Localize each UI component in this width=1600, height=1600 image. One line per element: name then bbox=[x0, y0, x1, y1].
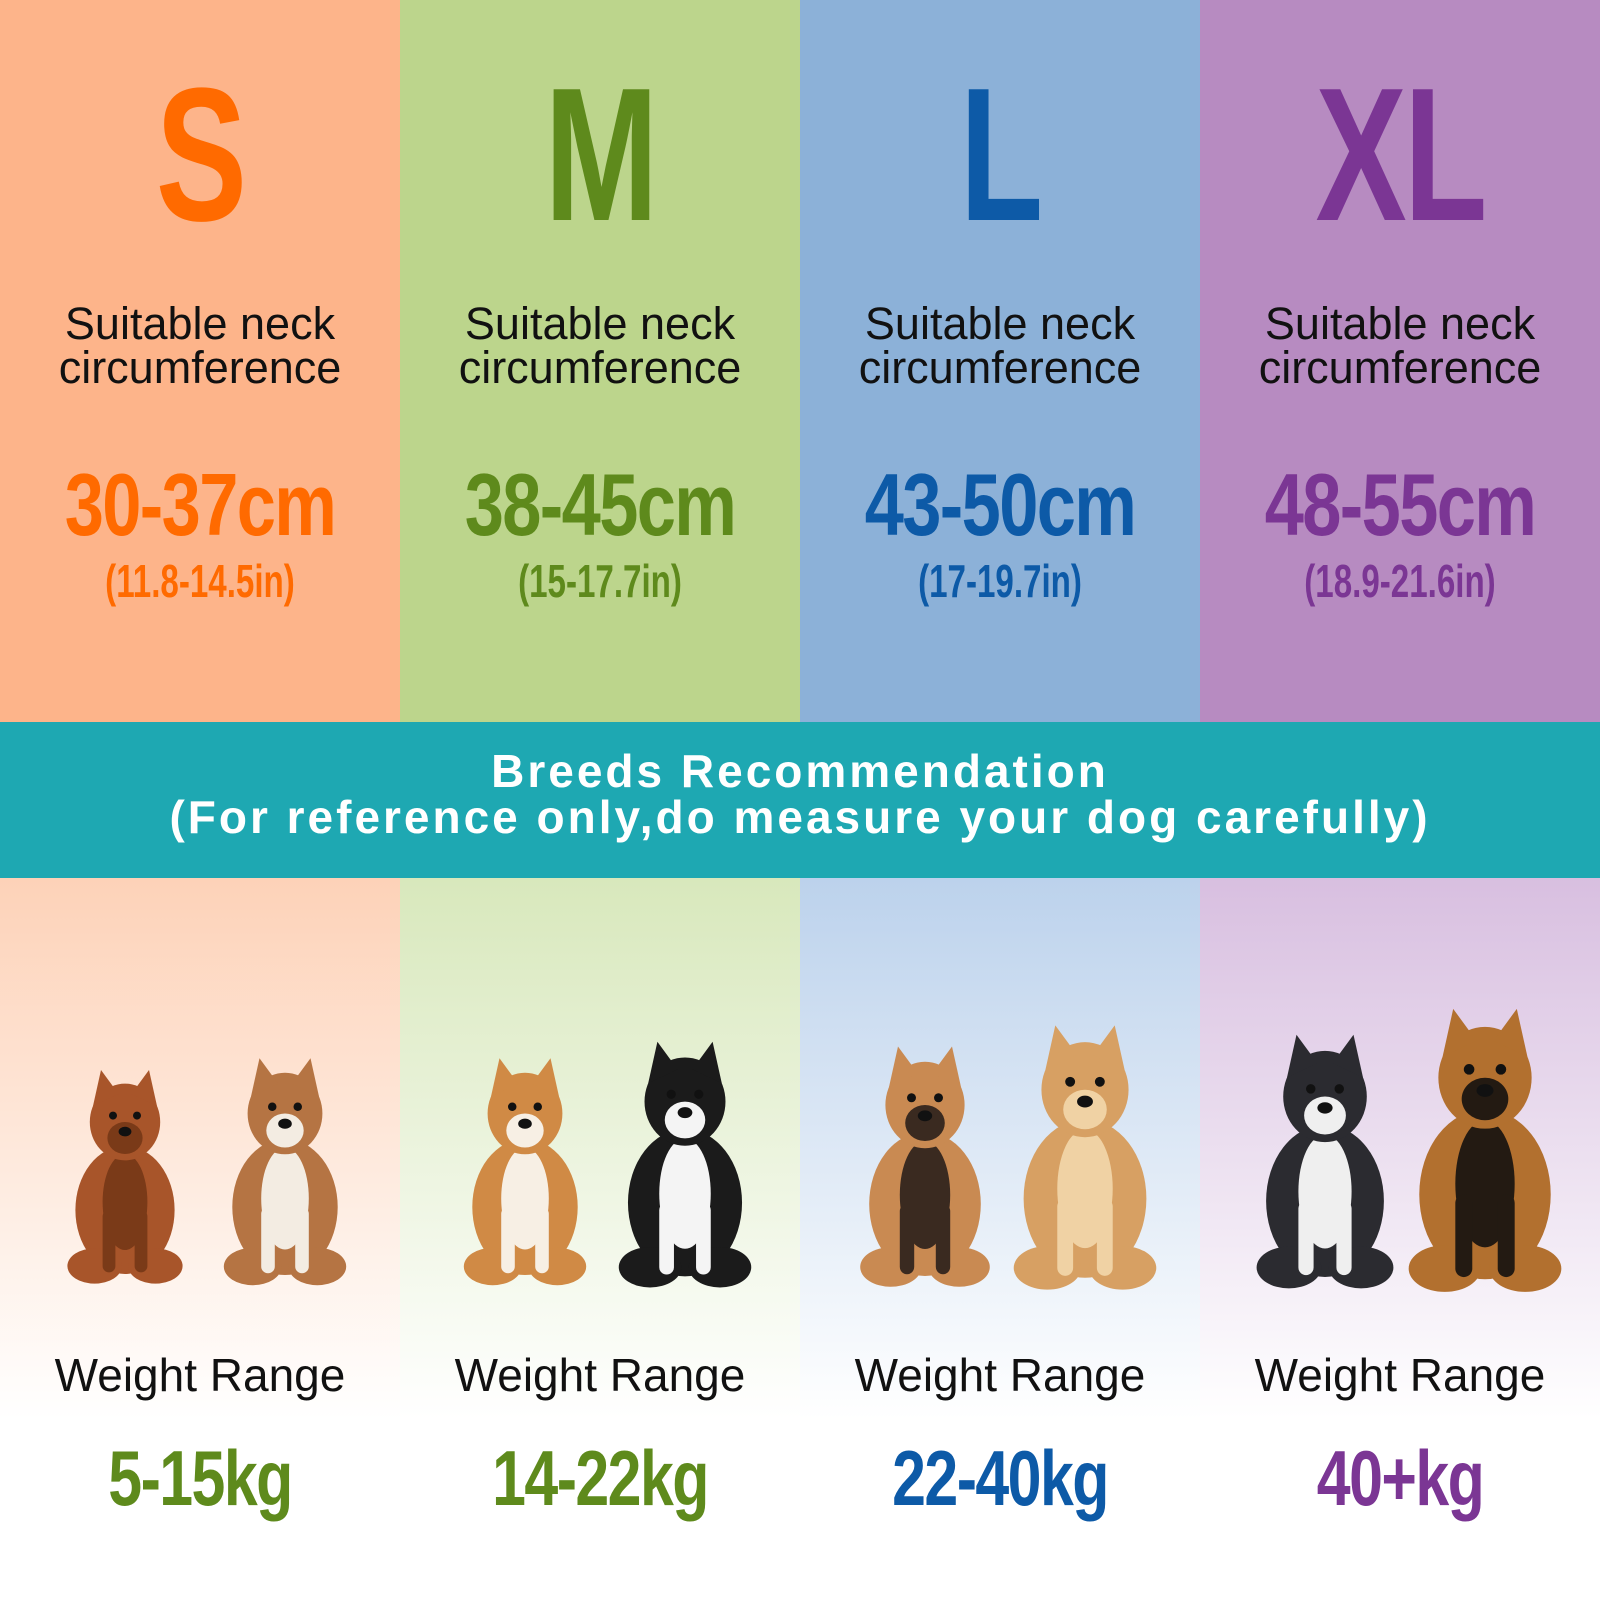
breed-column-l: Weight Range 22-40kg bbox=[800, 878, 1200, 1600]
neck-label: Suitable neck circumference bbox=[458, 298, 742, 393]
dog-border-collie bbox=[618, 1041, 752, 1288]
banner-subtitle: (For reference only,do measure your dog … bbox=[169, 791, 1431, 843]
dog-shiba-inu bbox=[463, 1058, 587, 1286]
dog-golden-retriever bbox=[1013, 1025, 1157, 1290]
weight-range-label: Weight Range bbox=[54, 1349, 346, 1401]
dog-german-shepherd bbox=[1408, 1008, 1562, 1292]
size-label: S bbox=[155, 49, 247, 261]
breed-columns: Weight Range 5-15kg Weight Range bbox=[0, 878, 1600, 1600]
size-columns: S Suitable neck circumference 30-37cm (1… bbox=[0, 0, 1600, 722]
size-label: M bbox=[544, 49, 658, 261]
weight-range-value: 22-40kg bbox=[892, 1434, 1109, 1522]
weight-range-label: Weight Range bbox=[854, 1349, 1146, 1401]
neck-label: Suitable neck circumference bbox=[858, 298, 1142, 393]
dog-hound bbox=[223, 1058, 347, 1286]
neck-range-cm: 30-37cm bbox=[64, 455, 337, 554]
weight-range-label: Weight Range bbox=[454, 1349, 746, 1401]
neck-label: Suitable neck circumference bbox=[1258, 298, 1542, 393]
size-column-m: M Suitable neck circumference 38-45cm (1… bbox=[400, 0, 800, 722]
size-column-xl: XL Suitable neck circumference 48-55cm (… bbox=[1200, 0, 1600, 722]
size-column-l: L Suitable neck circumference 43-50cm (1… bbox=[800, 0, 1200, 722]
neck-range-cm: 38-45cm bbox=[464, 455, 737, 554]
dog-photos bbox=[860, 1025, 1157, 1290]
neck-range-inch: (18.9-21.6in) bbox=[1304, 555, 1496, 607]
dog-husky bbox=[1256, 1034, 1394, 1289]
neck-range-inch: (17-19.7in) bbox=[918, 555, 1082, 607]
dog-french-bulldog bbox=[860, 1046, 990, 1287]
weight-range-value: 5-15kg bbox=[108, 1434, 293, 1522]
neck-range-cm: 48-55cm bbox=[1264, 455, 1537, 554]
weight-range-value: 14-22kg bbox=[492, 1434, 709, 1522]
size-label: XL bbox=[1315, 49, 1487, 261]
neck-range-inch: (15-17.7in) bbox=[518, 555, 682, 607]
neck-range-inch: (11.8-14.5in) bbox=[105, 555, 295, 607]
breeds-recommendation-banner: Breeds Recommendation (For reference onl… bbox=[0, 722, 1600, 878]
dog-photos bbox=[463, 1041, 752, 1288]
banner-title: Breeds Recommendation bbox=[491, 745, 1109, 797]
breed-column-m: Weight Range 14-22kg bbox=[400, 878, 800, 1600]
breed-column-s: Weight Range 5-15kg bbox=[0, 878, 400, 1600]
weight-range-value: 40+kg bbox=[1316, 1434, 1485, 1522]
dog-photos bbox=[67, 1058, 347, 1286]
size-column-s: S Suitable neck circumference 30-37cm (1… bbox=[0, 0, 400, 722]
breed-column-xl: Weight Range 40+kg bbox=[1200, 878, 1600, 1600]
dog-poodle bbox=[67, 1070, 183, 1284]
neck-label: Suitable neck circumference bbox=[58, 298, 342, 393]
dog-photos bbox=[1256, 1008, 1562, 1292]
weight-range-label: Weight Range bbox=[1254, 1349, 1546, 1401]
size-label: L bbox=[959, 49, 1044, 261]
neck-range-cm: 43-50cm bbox=[864, 455, 1137, 554]
